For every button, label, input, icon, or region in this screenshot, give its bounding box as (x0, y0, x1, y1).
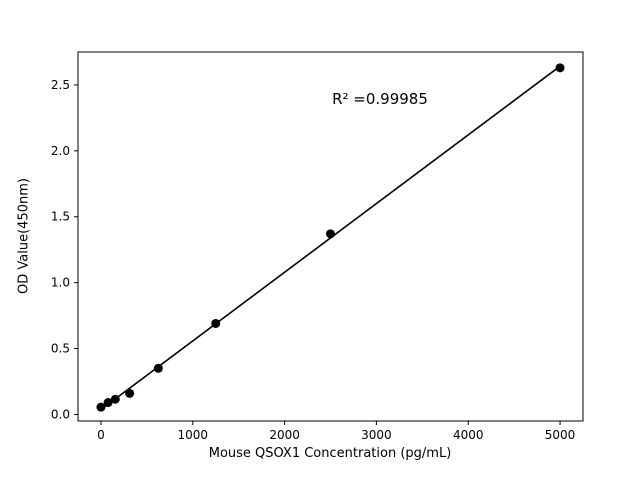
x-axis-label: Mouse QSOX1 Concentration (pg/mL) (208, 446, 452, 461)
y-tick-label: 2.5 (51, 78, 70, 92)
data-point (96, 402, 106, 412)
data-point (103, 398, 113, 408)
y-tick-label: 1.0 (51, 276, 70, 290)
x-tick-label: 4000 (453, 428, 484, 442)
data-point (153, 363, 163, 373)
x-tick-label: 1000 (177, 428, 208, 442)
x-tick-label: 5000 (545, 428, 576, 442)
x-tick-label: 2000 (269, 428, 300, 442)
y-tick-label: 1.5 (51, 210, 70, 224)
data-point (125, 388, 135, 398)
x-tick-label: 3000 (361, 428, 392, 442)
x-tick-label: 0 (97, 428, 105, 442)
data-point (326, 229, 335, 239)
data-point (555, 63, 565, 73)
data-point (110, 394, 120, 404)
r-squared-annotation: R² =0.99985 (332, 90, 428, 108)
y-tick-label: 2.0 (51, 144, 70, 158)
y-axis-label: OD Value(450nm) (16, 178, 32, 294)
y-tick-label: 0.0 (51, 407, 70, 421)
y-tick-label: 0.5 (51, 342, 70, 356)
data-point (211, 318, 221, 328)
plot-border (77, 51, 584, 422)
